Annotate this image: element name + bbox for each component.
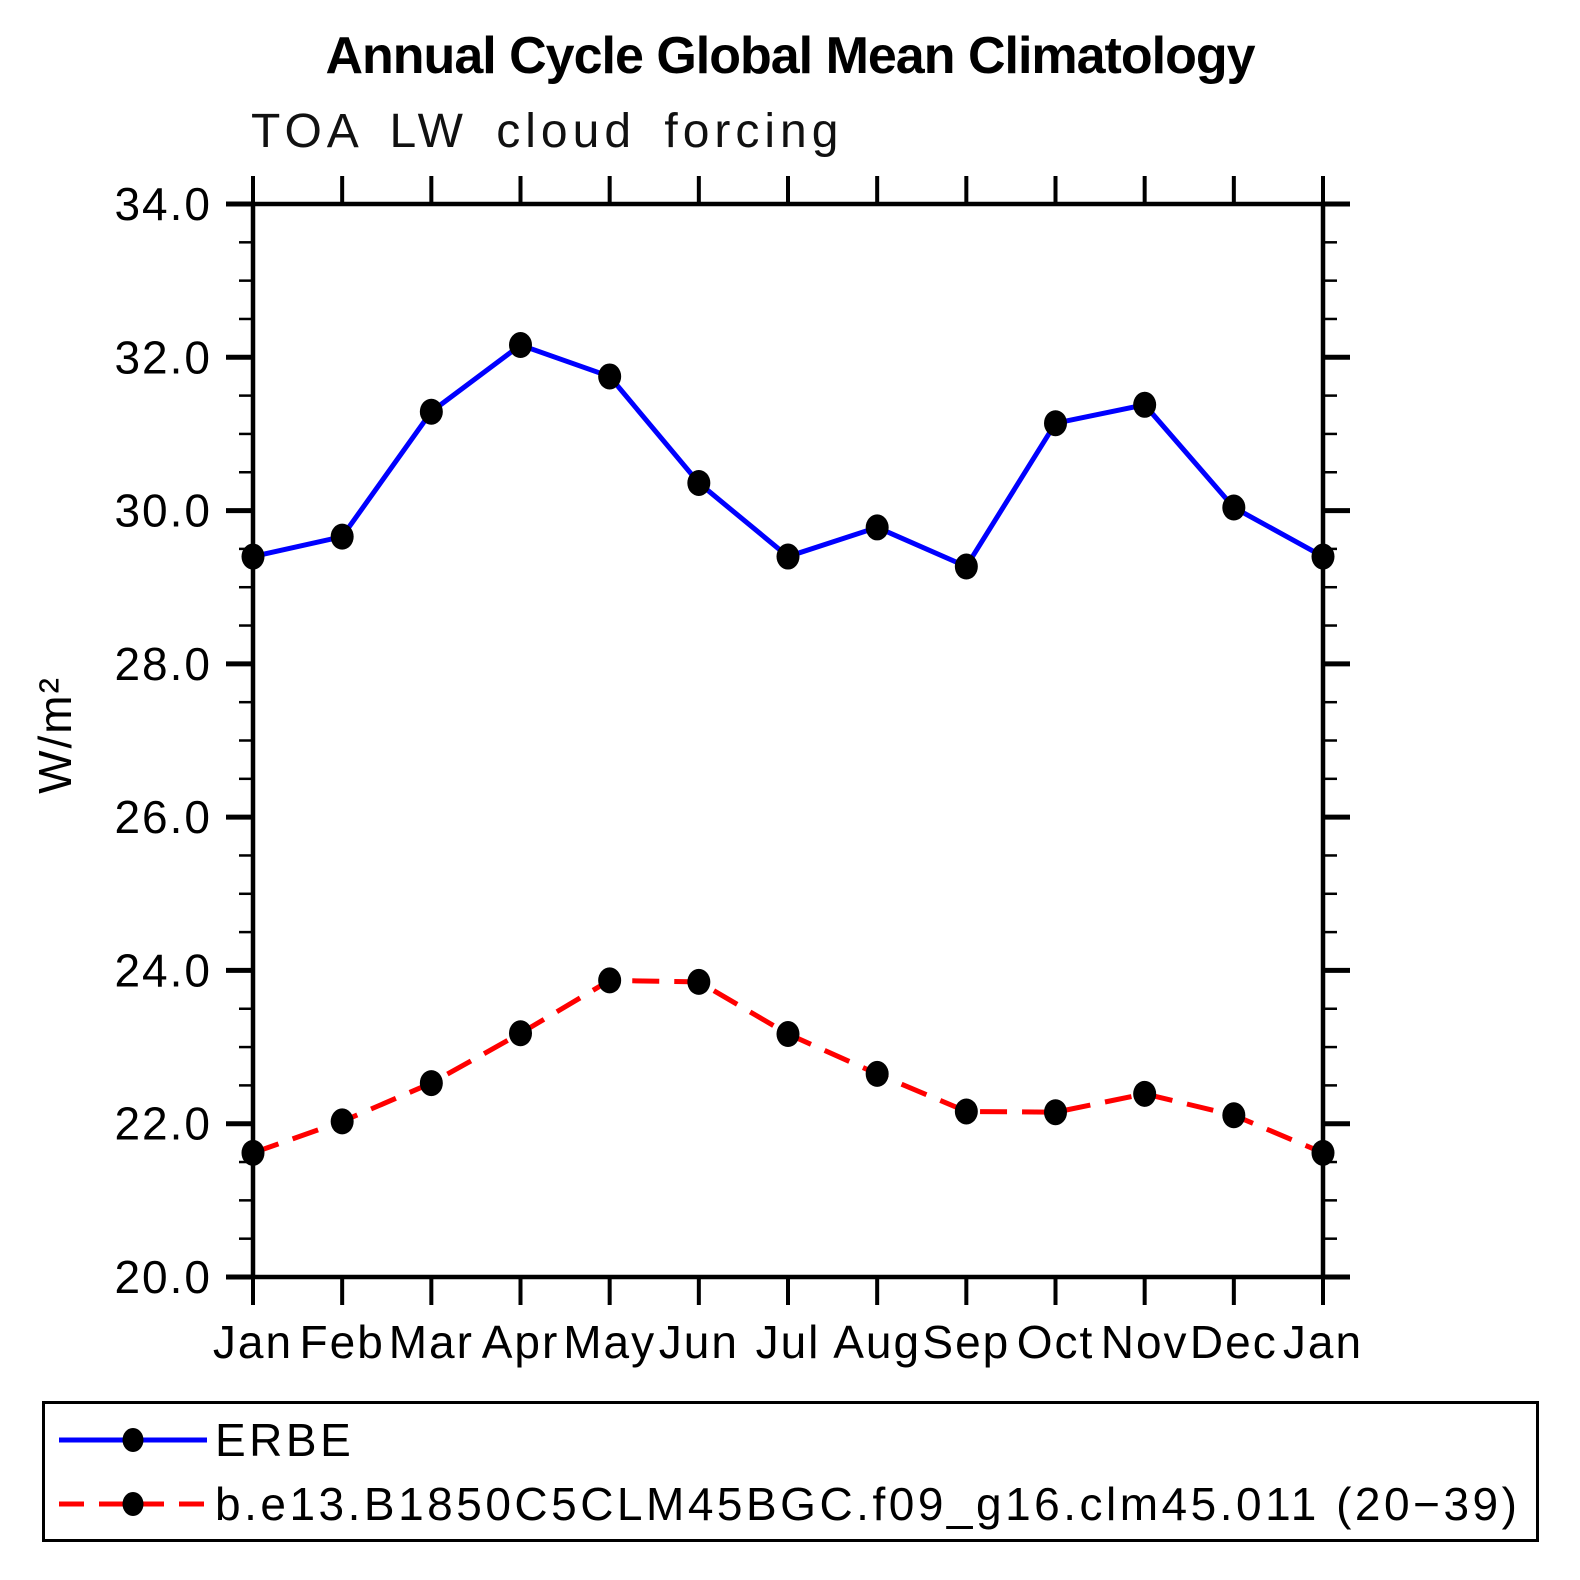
data-point-marker [1222,1102,1246,1129]
data-point-marker [1044,1099,1067,1126]
data-point-marker [330,523,354,550]
legend-model-sample [59,1492,207,1516]
data-point-marker [1133,1080,1157,1107]
y-tick-label: 20.0 [114,1251,212,1303]
legend-entry-erbe: ERBE [53,1414,354,1466]
data-point-marker [598,967,622,994]
series-line-0 [252,342,1325,570]
x-tick-label: May [563,1316,656,1368]
y-tick-label: 28.0 [114,638,212,690]
data-point-marker [509,332,532,359]
y-tick-label: 34.0 [114,178,212,230]
x-tick-label: Dec [1190,1316,1278,1368]
data-point-marker [1133,391,1157,418]
y-tick-label: 26.0 [114,791,212,843]
data-point-marker [954,1098,978,1125]
data-point-marker [687,968,711,995]
y-tick-label: 22.0 [114,1098,212,1150]
data-point-marker [1222,494,1246,521]
x-tick-label: Sep [922,1316,1010,1368]
data-point-marker [1044,410,1067,437]
y-tick-label: 32.0 [114,331,212,383]
x-tick-label: Oct [1017,1316,1095,1368]
x-tick-label: Nov [1101,1316,1189,1368]
data-point-marker [241,1139,265,1166]
series-line-1 [252,977,1324,1156]
x-tick-label: Jan [213,1316,293,1368]
legend-erbe-marker [122,1428,144,1452]
x-tick-label: Aug [833,1316,921,1368]
y-tick-label: 30.0 [114,485,212,537]
data-point-marker [776,543,800,570]
legend-entry-model: b.e13.B1850C5CLM45BGC.f09_g16.clm45.011 … [53,1478,1520,1530]
legend-box: ERBE b.e13.B1850C5CLM45BGC.f09_g16.clm45… [42,1401,1539,1542]
chart-title: Annual Cycle Global Mean Climatology [325,27,1255,85]
x-tick-label: Apr [482,1316,560,1368]
legend-erbe-label: ERBE [215,1414,355,1466]
data-point-marker [1311,543,1335,570]
legend-model-marker [122,1492,144,1516]
data-point-marker [419,1070,443,1097]
x-tick-label: Mar [389,1316,474,1368]
x-tick-label: Jun [659,1316,739,1368]
data-point-marker [509,1020,532,1047]
y-tick-label: 24.0 [114,944,212,996]
x-tick-label: Jul [756,1316,821,1368]
data-point-marker [776,1021,800,1048]
data-point-marker [241,543,265,570]
x-tick-label: Feb [300,1316,385,1368]
data-point-marker [865,514,889,541]
legend-erbe-sample [59,1428,207,1452]
data-point-marker [1311,1139,1335,1166]
legend-model-label: b.e13.B1850C5CLM45BGC.f09_g16.clm45.011 … [215,1478,1521,1530]
x-tick-label: Jan [1283,1316,1363,1368]
data-point-marker [330,1108,354,1135]
plot-frame [250,201,1326,1280]
data-point-marker [865,1060,889,1087]
data-point-marker [687,469,711,496]
data-point-marker [598,363,622,390]
plot-area: Jan Feb Mar Apr May Jun Jul Aug Sep Oct Nov Dec Jan2… [114,176,1363,1368]
data-point-marker [954,553,978,580]
chart-subtitle: TOA LW cloud forcing [251,105,844,158]
data-point-marker [419,398,443,425]
